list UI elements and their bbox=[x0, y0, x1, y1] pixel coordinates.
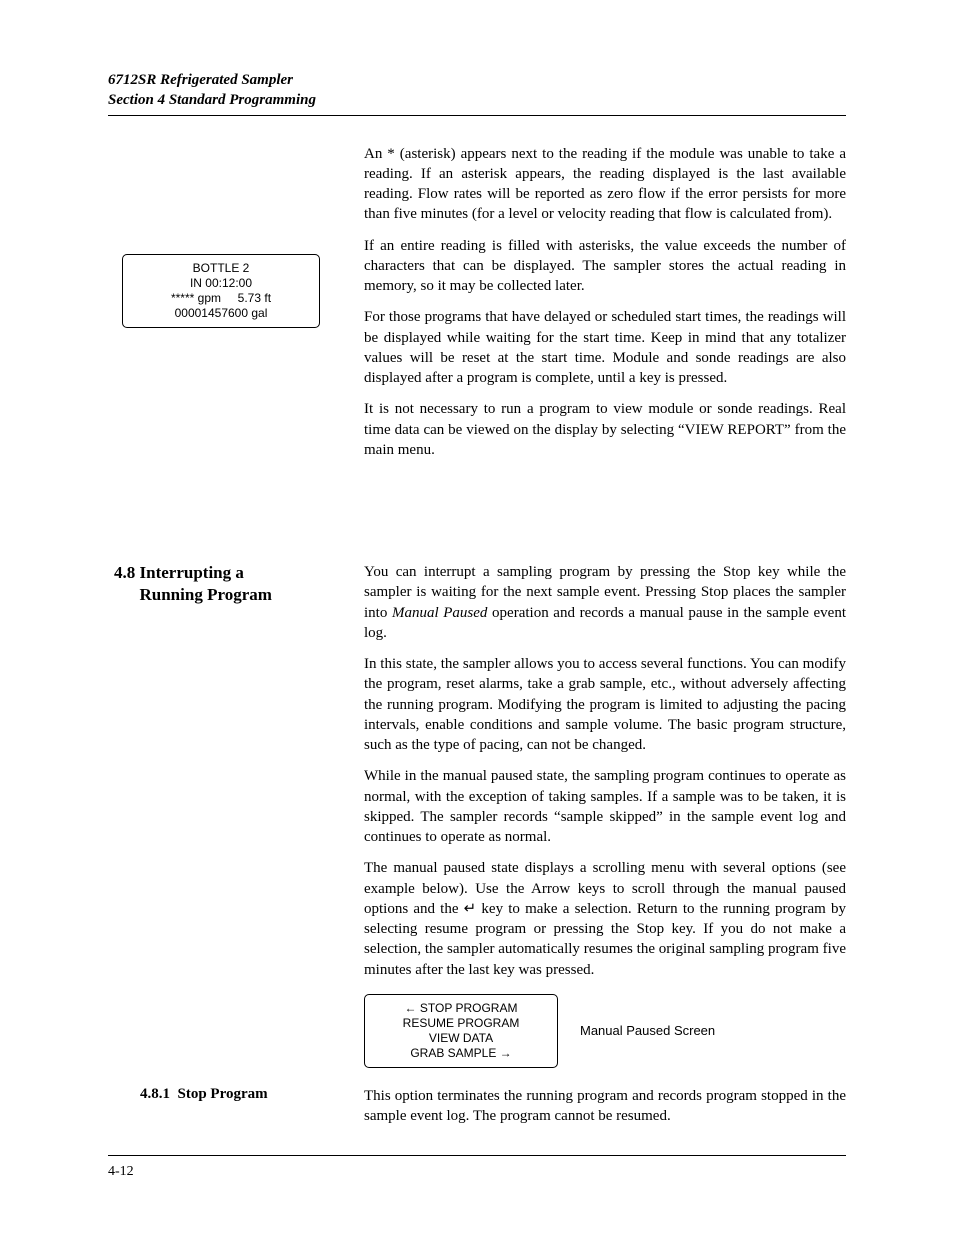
lcd-menu-line: ← STOP PROGRAM bbox=[373, 1001, 549, 1016]
page-number: 4-12 bbox=[108, 1164, 846, 1180]
lcd-display-bottle: BOTTLE 2 IN 00:12:00 ***** gpm 5.73 ft 0… bbox=[122, 254, 320, 328]
body-paragraph: You can interrupt a sampling program by … bbox=[364, 562, 846, 643]
header-rule bbox=[108, 115, 846, 116]
subsection-title: Stop Program bbox=[178, 1086, 268, 1102]
running-header: 6712SR Refrigerated Sampler Section 4 St… bbox=[108, 70, 846, 111]
lcd-gpm: ***** gpm bbox=[171, 291, 221, 305]
body-paragraph: An * (asterisk) appears next to the read… bbox=[364, 144, 846, 225]
body-paragraph: The manual paused state displays a scrol… bbox=[364, 858, 846, 980]
header-line-2: Section 4 Standard Programming bbox=[108, 90, 846, 110]
section-4-8-1-heading: 4.8.1 Stop Program bbox=[140, 1086, 346, 1103]
lcd-display-menu: ← STOP PROGRAM RESUME PROGRAM VIEW DATA … bbox=[364, 994, 558, 1068]
section-title-line: Interrupting a bbox=[140, 563, 244, 582]
section-title-line: Running Program bbox=[140, 585, 272, 604]
section-number: 4.8 bbox=[114, 562, 135, 584]
footer-rule bbox=[108, 1155, 846, 1156]
page-footer: 4-12 bbox=[108, 1155, 846, 1180]
lcd-menu-caption: Manual Paused Screen bbox=[580, 1023, 715, 1038]
body-paragraph: For those programs that have delayed or … bbox=[364, 307, 846, 388]
lcd-line: 00001457600 gal bbox=[131, 306, 311, 321]
lcd-line: BOTTLE 2 bbox=[131, 261, 311, 276]
section-4-8-heading: 4.8 Interrupting a 4.8 Running Program bbox=[108, 562, 346, 606]
lcd-menu-line: VIEW DATA bbox=[373, 1031, 549, 1046]
lcd-ft: 5.73 ft bbox=[238, 291, 271, 305]
body-paragraph: While in the manual paused state, the sa… bbox=[364, 766, 846, 847]
header-line-1: 6712SR Refrigerated Sampler bbox=[108, 70, 846, 90]
lcd-line: ***** gpm 5.73 ft bbox=[131, 291, 311, 306]
body-paragraph: If an entire reading is filled with aste… bbox=[364, 236, 846, 297]
lcd-line: IN 00:12:00 bbox=[131, 276, 311, 291]
lcd-menu-line: RESUME PROGRAM bbox=[373, 1016, 549, 1031]
body-paragraph: This option terminates the running progr… bbox=[364, 1086, 846, 1127]
subsection-number: 4.8.1 bbox=[140, 1086, 170, 1102]
lcd-menu-line: GRAB SAMPLE → bbox=[373, 1046, 549, 1061]
body-paragraph: It is not necessary to run a program to … bbox=[364, 399, 846, 460]
body-paragraph: In this state, the sampler allows you to… bbox=[364, 654, 846, 755]
